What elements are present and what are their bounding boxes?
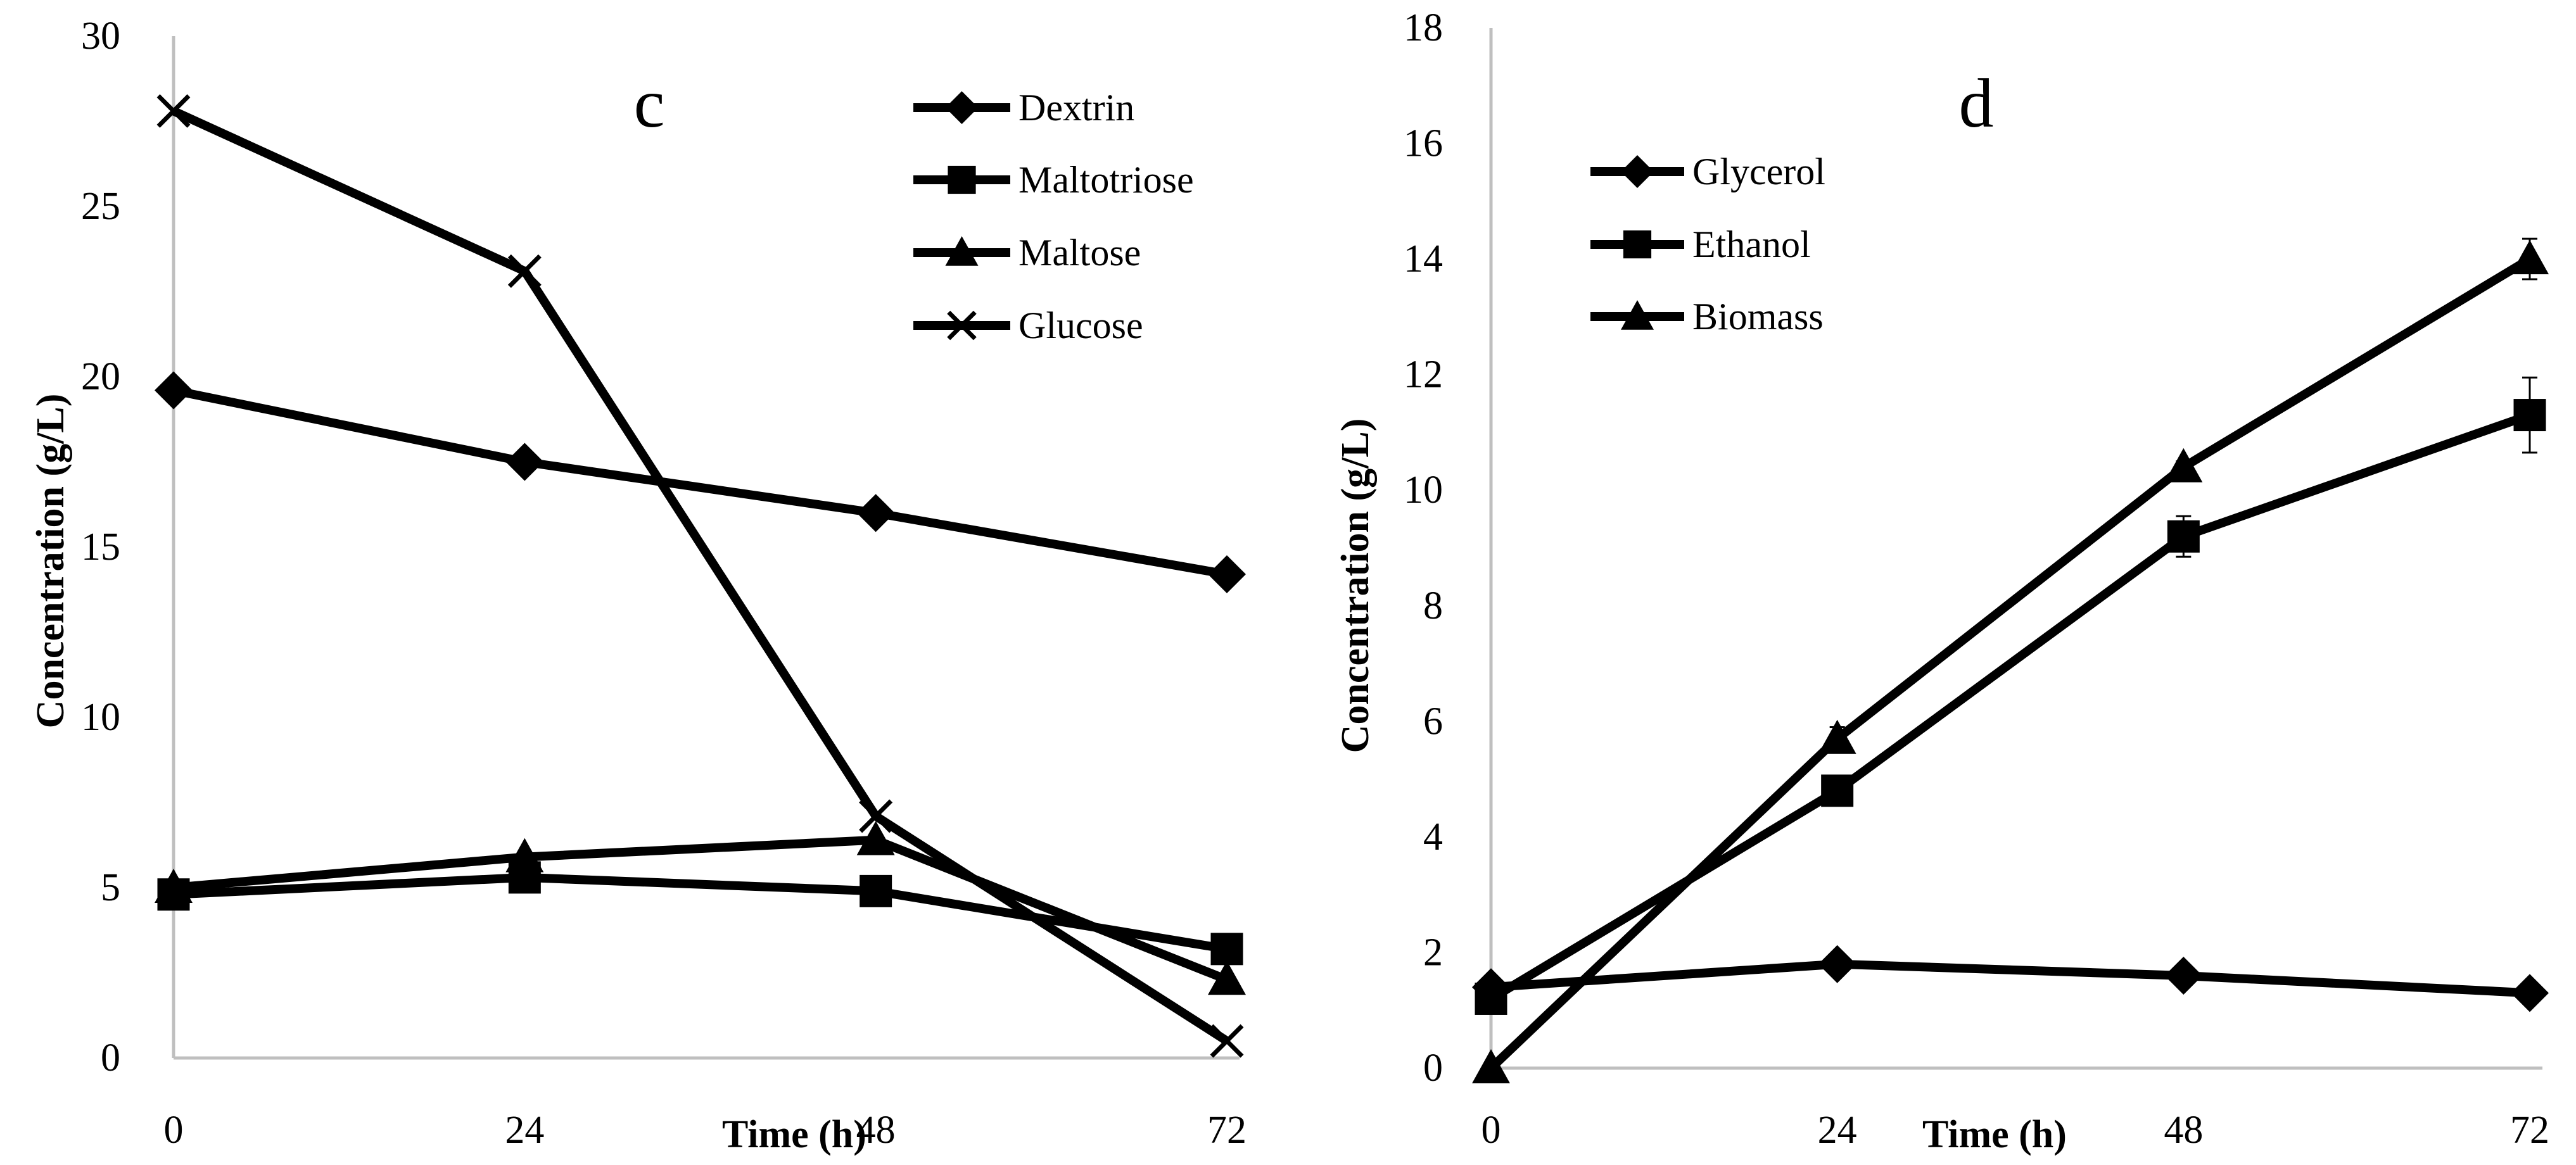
y-tick-label: 14 xyxy=(1404,237,1443,280)
data-point xyxy=(1210,933,1243,966)
series-line xyxy=(173,835,1229,984)
legend-marker xyxy=(1621,300,1654,330)
legend-label: Maltotriose xyxy=(1018,159,1194,201)
data-point xyxy=(860,874,892,907)
series-line xyxy=(1488,410,2532,1003)
x-tick-label: 72 xyxy=(1207,1109,1247,1152)
legend-item: Biomass xyxy=(1590,296,1824,337)
data-point xyxy=(856,494,895,532)
series-line xyxy=(172,106,1229,1045)
y-tick-label: 18 xyxy=(1404,6,1443,49)
data-point xyxy=(1472,1049,1510,1083)
x-tick-label: 48 xyxy=(856,1109,896,1152)
y-tick-label: 0 xyxy=(1423,1047,1443,1090)
legend-label: Glucose xyxy=(1018,305,1143,346)
data-point xyxy=(2511,240,2549,275)
data-point xyxy=(156,94,191,128)
data-point xyxy=(505,443,544,481)
data-point xyxy=(1818,719,1856,754)
y-tick-label: 20 xyxy=(81,355,120,398)
data-point xyxy=(505,838,544,872)
series-biomass xyxy=(1472,237,2549,1083)
y-tick-label: 12 xyxy=(1404,353,1443,396)
series-line xyxy=(1490,959,2530,998)
data-point xyxy=(155,869,193,903)
x-tick-label: 72 xyxy=(2510,1109,2549,1152)
legend-label: Dextrin xyxy=(1018,87,1134,129)
series-line xyxy=(172,386,1228,579)
y-tick-label: 4 xyxy=(1423,816,1443,859)
legend-label: Biomass xyxy=(1692,296,1824,337)
legend-item: Maltotriose xyxy=(913,159,1194,201)
y-axis-title: Concentration (g/L) xyxy=(1334,419,1377,753)
data-point xyxy=(859,799,893,833)
data-point xyxy=(2511,974,2549,1012)
y-axis-title: Concentration (g/L) xyxy=(29,394,72,729)
x-tick-label: 0 xyxy=(1482,1109,1501,1152)
legend-marker xyxy=(1623,230,1652,259)
legend-item: Maltose xyxy=(913,232,1141,274)
y-tick-label: 0 xyxy=(101,1036,120,1080)
x-tick-label: 0 xyxy=(164,1109,184,1152)
legend-item: Ethanol xyxy=(1590,224,1811,265)
legend-item: Glucose xyxy=(913,305,1143,346)
series-ethanol xyxy=(1475,376,2546,1015)
series-line xyxy=(1488,255,2532,1072)
data-point xyxy=(1208,555,1246,594)
x-tick-label: 24 xyxy=(505,1109,544,1152)
y-tick-label: 5 xyxy=(101,866,120,909)
data-point xyxy=(1210,1024,1244,1058)
series-line xyxy=(173,872,1228,954)
y-tick-label: 10 xyxy=(1404,469,1443,512)
legend-label: Ethanol xyxy=(1692,224,1811,265)
panel-label: d xyxy=(1959,65,1994,142)
legend-item: Glycerol xyxy=(1590,151,1825,192)
chart-c: c Time (h) Concentration (g/L) 0 5 10 15 20 2… xyxy=(29,15,1247,1156)
data-point xyxy=(155,371,193,410)
data-point xyxy=(1821,774,1854,807)
y-tick-label: 10 xyxy=(81,696,120,739)
legend-marker xyxy=(945,236,979,266)
chart-d: d Time (h) Concentration (g/L) 024681012… xyxy=(1334,6,2549,1156)
legend-marker xyxy=(945,91,979,124)
series-glucose xyxy=(156,94,1244,1058)
legend-label: Maltose xyxy=(1018,232,1141,274)
y-tick-label: 30 xyxy=(81,15,120,58)
data-point xyxy=(507,254,542,288)
data-point xyxy=(1208,960,1246,995)
legend-marker xyxy=(948,165,976,194)
x-axis-title: Time (h) xyxy=(1922,1113,2067,1156)
legend-item: Dextrin xyxy=(913,87,1134,129)
y-tick-label: 8 xyxy=(1423,584,1443,627)
y-tick-label: 2 xyxy=(1423,931,1443,974)
data-point xyxy=(2164,956,2203,995)
series-glycerol xyxy=(1472,945,2549,1012)
legend-marker xyxy=(947,310,977,341)
legend-label: Glycerol xyxy=(1692,151,1825,192)
legend-marker xyxy=(1621,155,1654,188)
x-axis-title: Time (h) xyxy=(722,1113,866,1156)
panel-label: c xyxy=(634,65,665,142)
y-tick-label: 6 xyxy=(1423,700,1443,743)
data-point xyxy=(856,821,895,855)
y-tick-label: 25 xyxy=(81,185,120,228)
y-tick-label: 15 xyxy=(81,526,120,569)
data-point xyxy=(2164,448,2203,482)
y-tick-label: 16 xyxy=(1404,122,1443,165)
data-point xyxy=(1475,982,1507,1015)
x-tick-label: 48 xyxy=(2164,1109,2203,1152)
data-point xyxy=(2167,520,2200,553)
data-point xyxy=(1818,945,1856,983)
data-point xyxy=(2513,399,2546,432)
series-dextrin xyxy=(155,371,1246,594)
series-maltose xyxy=(155,821,1246,995)
x-tick-label: 24 xyxy=(1818,1109,1857,1152)
